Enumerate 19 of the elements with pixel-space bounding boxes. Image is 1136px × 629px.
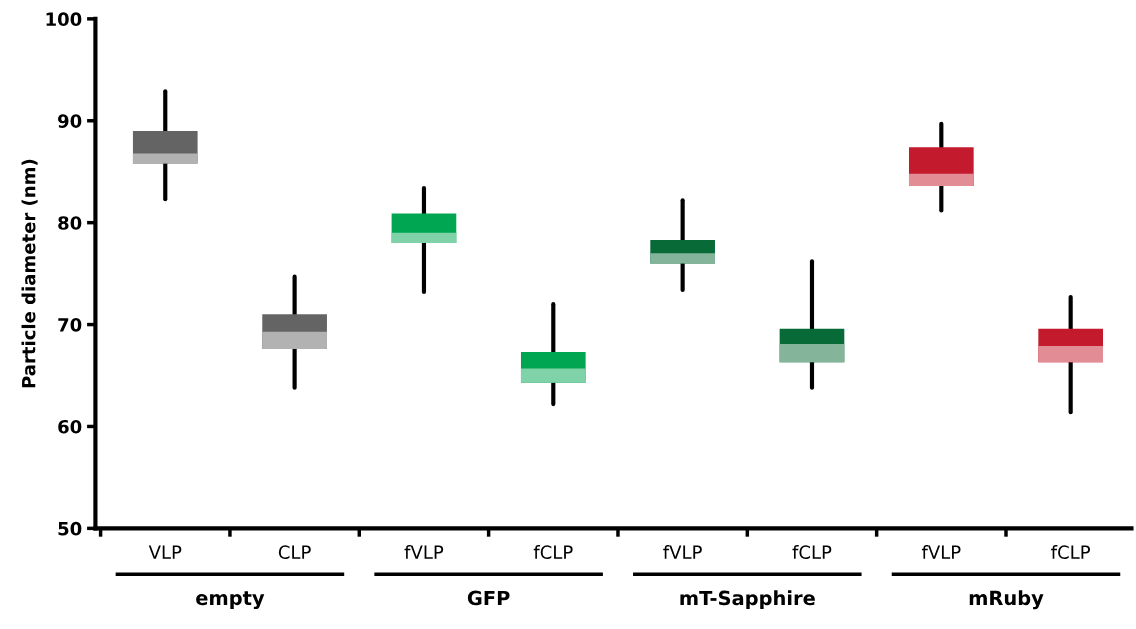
x-tick-label: VLP (148, 545, 182, 559)
x-tick-label: fCLP (533, 545, 573, 559)
x-tick-label: CLP (278, 545, 311, 559)
y-tick-label: 60 (58, 419, 82, 434)
x-tick-label: fVLP (921, 545, 961, 559)
y-tick-label: 90 (58, 114, 82, 128)
text: mRuby (969, 590, 1044, 610)
text: empty (196, 591, 265, 610)
text: mT-Sapphire (680, 590, 815, 610)
x-tick-label: fVLP (404, 545, 444, 559)
y-tick-label: 80 (58, 216, 82, 230)
y-axis-title: Particle diameter (nm) (21, 159, 38, 388)
y-tick-label: 100 (46, 12, 82, 26)
x-tick-label: fVLP (663, 545, 702, 559)
y-tick-label: 50 (58, 521, 82, 536)
y-tick-label: 70 (58, 318, 82, 332)
x-tick-label: fCLP (792, 545, 832, 559)
text: GFP (467, 590, 510, 606)
x-tick-label: fCLP (1051, 545, 1090, 559)
